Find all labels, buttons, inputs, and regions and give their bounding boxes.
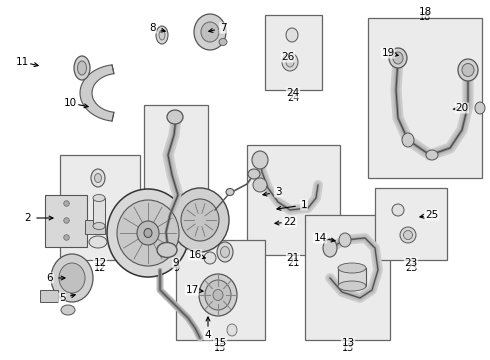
Text: 26: 26 bbox=[281, 52, 294, 62]
Text: 1: 1 bbox=[301, 200, 307, 210]
Bar bbox=[305, 215, 390, 340]
Ellipse shape bbox=[61, 305, 75, 315]
Text: 4: 4 bbox=[205, 330, 211, 340]
Ellipse shape bbox=[253, 178, 267, 192]
Ellipse shape bbox=[93, 194, 105, 202]
Bar bbox=[40, 290, 58, 302]
Ellipse shape bbox=[475, 102, 485, 114]
Text: 13: 13 bbox=[342, 338, 355, 348]
Text: 18: 18 bbox=[418, 7, 432, 17]
Ellipse shape bbox=[339, 233, 351, 247]
Ellipse shape bbox=[194, 14, 226, 50]
Ellipse shape bbox=[144, 229, 152, 238]
Text: 10: 10 bbox=[63, 98, 76, 108]
Ellipse shape bbox=[156, 26, 168, 44]
Bar bbox=[247, 145, 340, 255]
Ellipse shape bbox=[93, 222, 105, 230]
Text: 9: 9 bbox=[172, 258, 179, 268]
Ellipse shape bbox=[226, 189, 234, 195]
Text: 8: 8 bbox=[149, 23, 156, 33]
Ellipse shape bbox=[91, 169, 105, 187]
Ellipse shape bbox=[181, 199, 219, 241]
Ellipse shape bbox=[219, 39, 227, 45]
Ellipse shape bbox=[201, 22, 219, 42]
Ellipse shape bbox=[137, 221, 159, 245]
Text: 17: 17 bbox=[185, 285, 198, 295]
Ellipse shape bbox=[338, 281, 366, 291]
Ellipse shape bbox=[77, 61, 87, 75]
Ellipse shape bbox=[89, 236, 107, 248]
Text: 13: 13 bbox=[342, 343, 354, 353]
Bar bbox=[93, 198, 105, 226]
Text: 25: 25 bbox=[425, 210, 439, 220]
Ellipse shape bbox=[157, 243, 177, 257]
Ellipse shape bbox=[286, 28, 298, 42]
Ellipse shape bbox=[199, 274, 237, 316]
Text: 11: 11 bbox=[15, 57, 28, 67]
Ellipse shape bbox=[462, 63, 474, 77]
Polygon shape bbox=[80, 65, 114, 121]
Text: 2: 2 bbox=[24, 213, 31, 223]
Ellipse shape bbox=[227, 324, 237, 336]
Text: 14: 14 bbox=[314, 233, 327, 243]
Bar bbox=[176, 240, 265, 340]
Ellipse shape bbox=[393, 52, 403, 64]
Ellipse shape bbox=[403, 230, 413, 239]
Bar bbox=[45, 195, 87, 247]
Text: 15: 15 bbox=[213, 338, 227, 348]
Text: 3: 3 bbox=[275, 187, 281, 197]
Ellipse shape bbox=[213, 289, 223, 301]
Ellipse shape bbox=[205, 280, 231, 310]
Text: 19: 19 bbox=[381, 48, 394, 58]
Bar bbox=[338, 268, 366, 286]
Ellipse shape bbox=[59, 263, 85, 293]
Ellipse shape bbox=[204, 252, 216, 264]
Ellipse shape bbox=[117, 200, 179, 266]
Text: 16: 16 bbox=[188, 250, 201, 260]
Ellipse shape bbox=[389, 48, 407, 68]
Text: 18: 18 bbox=[419, 12, 431, 22]
Ellipse shape bbox=[107, 189, 189, 277]
Ellipse shape bbox=[323, 239, 337, 257]
Bar bbox=[368, 18, 482, 178]
Bar bbox=[375, 188, 447, 260]
Text: 24: 24 bbox=[287, 93, 299, 103]
Text: 21: 21 bbox=[287, 258, 299, 268]
Text: 24: 24 bbox=[286, 88, 299, 98]
Text: 23: 23 bbox=[404, 258, 417, 268]
Text: 6: 6 bbox=[47, 273, 53, 283]
Text: 21: 21 bbox=[286, 253, 299, 263]
Ellipse shape bbox=[217, 242, 233, 262]
Bar bbox=[85, 220, 105, 234]
Ellipse shape bbox=[220, 247, 229, 257]
Bar bbox=[265, 15, 322, 90]
Ellipse shape bbox=[392, 204, 404, 216]
Ellipse shape bbox=[248, 169, 260, 179]
Ellipse shape bbox=[286, 57, 294, 67]
Ellipse shape bbox=[159, 30, 165, 40]
Bar bbox=[60, 155, 140, 260]
Text: 22: 22 bbox=[283, 217, 296, 227]
Ellipse shape bbox=[458, 59, 478, 81]
Text: 12: 12 bbox=[94, 263, 106, 273]
Ellipse shape bbox=[402, 133, 414, 147]
Text: 5: 5 bbox=[59, 293, 65, 303]
Ellipse shape bbox=[426, 150, 438, 160]
Ellipse shape bbox=[171, 188, 229, 252]
Ellipse shape bbox=[282, 53, 298, 71]
Ellipse shape bbox=[51, 254, 93, 302]
Ellipse shape bbox=[400, 227, 416, 243]
Text: 15: 15 bbox=[214, 343, 226, 353]
Text: 12: 12 bbox=[94, 258, 107, 268]
Text: 9: 9 bbox=[173, 263, 179, 273]
Ellipse shape bbox=[252, 151, 268, 169]
Text: 7: 7 bbox=[220, 23, 226, 33]
Ellipse shape bbox=[95, 174, 101, 183]
Text: 20: 20 bbox=[455, 103, 468, 113]
Text: 23: 23 bbox=[405, 263, 417, 273]
Ellipse shape bbox=[167, 110, 183, 124]
Ellipse shape bbox=[74, 56, 90, 80]
Ellipse shape bbox=[338, 263, 366, 273]
Bar bbox=[144, 105, 208, 260]
